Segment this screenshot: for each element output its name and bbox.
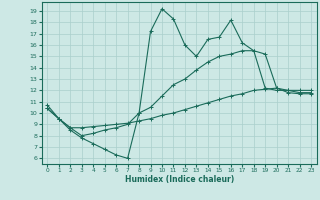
X-axis label: Humidex (Indice chaleur): Humidex (Indice chaleur)	[124, 175, 234, 184]
